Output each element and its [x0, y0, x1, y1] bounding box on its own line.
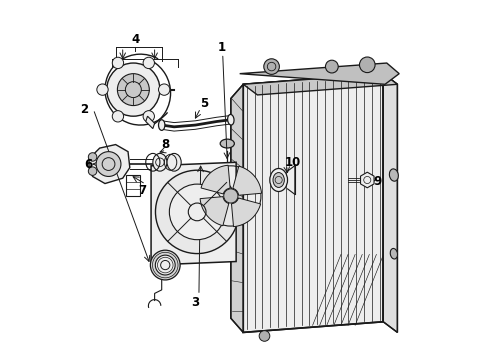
- Ellipse shape: [270, 168, 288, 192]
- Polygon shape: [233, 166, 262, 195]
- Polygon shape: [201, 165, 230, 194]
- Circle shape: [112, 111, 123, 122]
- Ellipse shape: [390, 169, 398, 181]
- Ellipse shape: [167, 153, 181, 171]
- Bar: [126, 175, 141, 196]
- Circle shape: [360, 57, 375, 73]
- Circle shape: [143, 111, 154, 122]
- Ellipse shape: [273, 172, 284, 188]
- Polygon shape: [89, 145, 130, 184]
- Polygon shape: [243, 74, 383, 332]
- Circle shape: [112, 57, 123, 69]
- Circle shape: [224, 189, 238, 203]
- Ellipse shape: [159, 120, 165, 130]
- Polygon shape: [240, 63, 399, 84]
- Ellipse shape: [390, 248, 397, 259]
- Circle shape: [264, 59, 279, 75]
- Circle shape: [118, 74, 149, 105]
- Text: 7: 7: [138, 184, 147, 197]
- Circle shape: [170, 184, 225, 240]
- Circle shape: [259, 330, 270, 341]
- Text: 10: 10: [285, 157, 301, 170]
- Text: 4: 4: [131, 33, 139, 46]
- Polygon shape: [231, 84, 243, 332]
- Polygon shape: [151, 162, 236, 265]
- Circle shape: [155, 170, 239, 253]
- Text: 8: 8: [161, 138, 170, 151]
- Text: 9: 9: [374, 175, 382, 188]
- Polygon shape: [383, 74, 397, 332]
- Circle shape: [325, 60, 338, 73]
- Circle shape: [107, 63, 160, 116]
- Polygon shape: [361, 172, 374, 188]
- Circle shape: [150, 250, 180, 280]
- Ellipse shape: [220, 139, 234, 148]
- Text: 6: 6: [84, 158, 92, 171]
- Circle shape: [88, 167, 97, 175]
- Circle shape: [155, 255, 175, 275]
- Text: 2: 2: [80, 103, 88, 116]
- Polygon shape: [231, 198, 261, 227]
- Ellipse shape: [153, 153, 167, 171]
- Polygon shape: [146, 116, 155, 129]
- Text: 3: 3: [191, 296, 199, 309]
- Ellipse shape: [228, 114, 234, 125]
- Text: 5: 5: [200, 97, 208, 110]
- Circle shape: [97, 84, 108, 95]
- Polygon shape: [243, 74, 397, 95]
- Circle shape: [96, 152, 121, 176]
- Circle shape: [159, 84, 170, 95]
- Circle shape: [143, 57, 154, 69]
- Circle shape: [88, 153, 97, 161]
- Text: 1: 1: [218, 41, 226, 54]
- Polygon shape: [200, 197, 229, 226]
